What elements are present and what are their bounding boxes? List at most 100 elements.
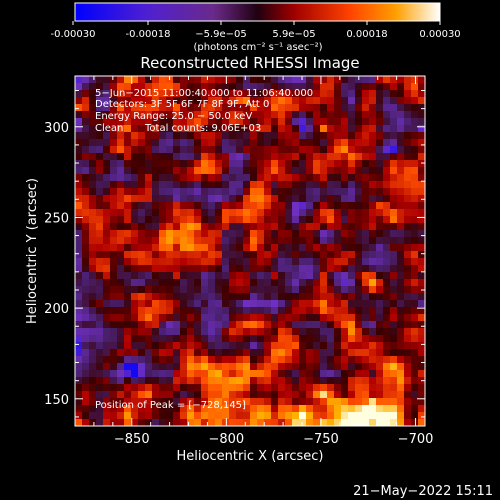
heatmap-cell [173, 132, 181, 140]
heatmap-cell [82, 405, 90, 413]
heatmap-cell [355, 293, 363, 301]
heatmap-cell [299, 223, 307, 231]
heatmap-cell [166, 230, 174, 238]
heatmap-cell [194, 125, 202, 133]
heatmap-cell [229, 160, 237, 168]
heatmap-cell [362, 181, 370, 189]
heatmap-cell [96, 391, 104, 399]
heatmap-cell [306, 391, 314, 399]
heatmap-cell [187, 188, 195, 196]
heatmap-cell [89, 118, 97, 126]
heatmap-cell [327, 132, 335, 140]
heatmap-cell [348, 146, 356, 154]
heatmap-cell [145, 314, 153, 322]
heatmap-cell [159, 370, 167, 378]
heatmap-cell [208, 377, 216, 385]
heatmap-cell [306, 307, 314, 315]
heatmap-cell [320, 97, 328, 105]
heatmap-cell [411, 132, 419, 140]
heatmap-cell [229, 76, 237, 84]
heatmap-cell [327, 216, 335, 224]
heatmap-cell [418, 97, 425, 105]
heatmap-cell [187, 293, 195, 301]
heatmap-cell [201, 286, 209, 294]
heatmap-cell [278, 83, 286, 91]
heatmap-cell [362, 335, 370, 343]
heatmap-cell [173, 363, 181, 371]
heatmap-cell [187, 125, 195, 133]
heatmap-cell [299, 307, 307, 315]
heatmap-cell [236, 251, 244, 259]
heatmap-cell [313, 314, 321, 322]
heatmap-cell [362, 202, 370, 210]
heatmap-cell [89, 377, 97, 385]
heatmap-cell [292, 251, 300, 259]
heatmap-cell [131, 209, 139, 217]
heatmap-cell [201, 265, 209, 273]
heatmap-cell [306, 398, 314, 406]
heatmap-cell [376, 272, 384, 280]
heatmap-cell [103, 384, 111, 392]
heatmap-cell [390, 363, 398, 371]
heatmap-cell [299, 370, 307, 378]
heatmap-cell [82, 363, 90, 371]
heatmap-cell [124, 90, 132, 98]
heatmap-cell [376, 356, 384, 364]
heatmap-cell [180, 314, 188, 322]
heatmap-cell [187, 251, 195, 259]
heatmap-cell [131, 237, 139, 245]
heatmap-cell [411, 76, 419, 84]
heatmap-cell [222, 391, 230, 399]
heatmap-cell [138, 307, 146, 315]
heatmap-cell [264, 167, 272, 175]
heatmap-cell [334, 195, 342, 203]
heatmap-cell [201, 139, 209, 147]
heatmap-cell [138, 223, 146, 231]
heatmap-cell [180, 398, 188, 406]
heatmap-cell [187, 419, 195, 426]
heatmap-cell [243, 293, 251, 301]
heatmap-cell [138, 167, 146, 175]
heatmap-cell [187, 146, 195, 154]
heatmap-cell [376, 286, 384, 294]
heatmap-cell [110, 335, 118, 343]
heatmap-cell [348, 279, 356, 287]
heatmap-cell [355, 349, 363, 357]
heatmap-cell [187, 314, 195, 322]
heatmap-cell [208, 202, 216, 210]
heatmap-cell [250, 356, 258, 364]
heatmap-cell [355, 188, 363, 196]
heatmap-cell [348, 265, 356, 273]
heatmap-cell [250, 293, 258, 301]
heatmap-cell [390, 146, 398, 154]
heatmap-cell [117, 398, 125, 406]
heatmap-cell [166, 132, 174, 140]
heatmap-cell [285, 181, 293, 189]
heatmap-cell [180, 76, 188, 84]
heatmap-cell [292, 384, 300, 392]
heatmap-cell [75, 293, 83, 301]
heatmap-cell [166, 279, 174, 287]
heatmap-cell [173, 279, 181, 287]
heatmap-cell [173, 286, 181, 294]
heatmap-cell [306, 265, 314, 273]
heatmap-cell [194, 419, 202, 426]
heatmap-cell [362, 279, 370, 287]
heatmap-cell [187, 230, 195, 238]
heatmap-cell [166, 90, 174, 98]
heatmap-cell [278, 202, 286, 210]
plot-frame [74, 75, 426, 427]
heatmap-cell [145, 216, 153, 224]
heatmap-cell [313, 111, 321, 119]
heatmap-cell [187, 132, 195, 140]
heatmap-cell [271, 286, 279, 294]
heatmap-cell [327, 90, 335, 98]
heatmap-cell [187, 384, 195, 392]
heatmap-cell [75, 153, 83, 161]
heatmap-cell [166, 356, 174, 364]
heatmap-cell [208, 307, 216, 315]
heatmap-cell [222, 153, 230, 161]
heatmap-cell [306, 174, 314, 182]
heatmap-cell [397, 230, 405, 238]
heatmap-cell [145, 307, 153, 315]
